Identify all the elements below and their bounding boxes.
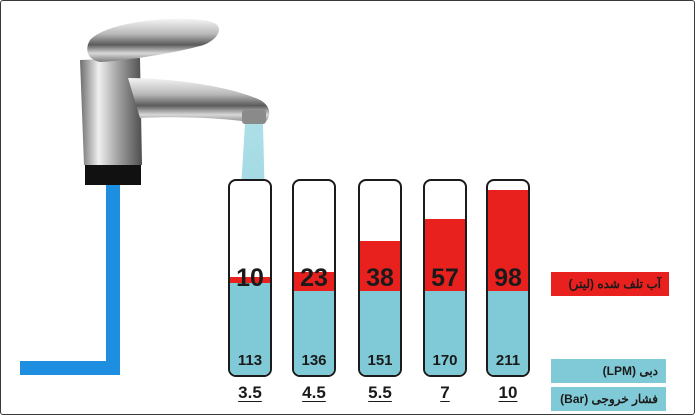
wasted-water-value: 38 bbox=[366, 264, 394, 292]
water-pipe-icon bbox=[20, 185, 120, 375]
wasted-water-value: 10 bbox=[236, 264, 264, 292]
pressure-value-4: 7 bbox=[440, 383, 450, 402]
pressure-value-2: 4.5 bbox=[302, 383, 326, 402]
flow-water-fill bbox=[294, 291, 334, 375]
flow-water-fill bbox=[360, 291, 400, 375]
pressure-value-3: 5.5 bbox=[368, 383, 392, 402]
faucet-icon bbox=[80, 18, 270, 185]
wasted-water-value: 98 bbox=[494, 264, 522, 292]
wasted-water-bar bbox=[488, 190, 528, 291]
water-column-5: 98 211 bbox=[486, 179, 530, 377]
water-column-4: 57 170 bbox=[423, 179, 467, 377]
water-column-3: 38 151 bbox=[358, 179, 402, 377]
water-column-2: 23 136 bbox=[292, 179, 336, 377]
flow-water-fill bbox=[488, 291, 528, 375]
flow-rate-value: 170 bbox=[432, 352, 458, 369]
wasted-water-bar bbox=[294, 272, 334, 291]
flow-water-fill bbox=[425, 291, 465, 375]
wasted-water-bar bbox=[425, 219, 465, 291]
wasted-water-value: 23 bbox=[300, 264, 328, 292]
wasted-water-bar bbox=[230, 277, 270, 283]
legend-wasted-water: آب تلف شده (لیتر) bbox=[551, 272, 669, 296]
wasted-water-bar bbox=[360, 241, 400, 291]
flow-rate-value: 211 bbox=[495, 352, 521, 369]
flow-rate-value: 113 bbox=[237, 352, 263, 369]
flow-rate-value: 151 bbox=[367, 352, 393, 369]
legend-outlet-pressure: فشار خروجی (Bar) bbox=[551, 387, 666, 411]
water-column-1: 10 113 bbox=[228, 179, 272, 377]
pressure-value-1: 3.5 bbox=[238, 383, 262, 402]
flow-rate-value: 136 bbox=[301, 352, 327, 369]
wasted-water-value: 57 bbox=[431, 264, 459, 292]
flow-water-fill bbox=[230, 283, 270, 375]
legend-flow-rate: دبی (LPM) bbox=[551, 359, 666, 383]
pressure-value-5: 10 bbox=[498, 383, 518, 402]
